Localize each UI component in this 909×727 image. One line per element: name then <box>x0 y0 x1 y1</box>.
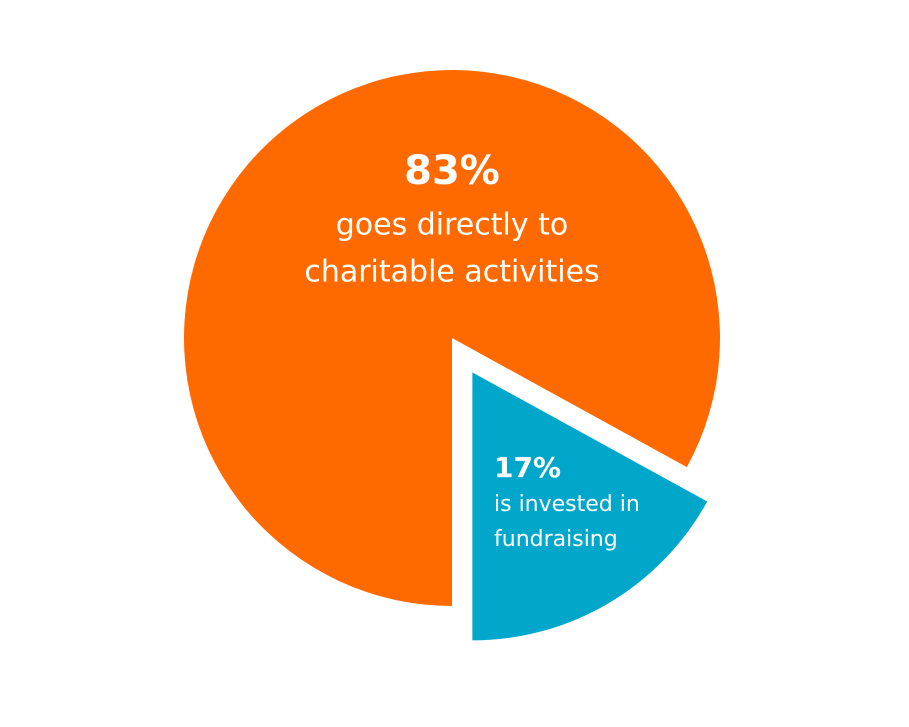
pie-slice <box>183 69 721 606</box>
pie <box>183 69 721 641</box>
slice-value-label: 83% <box>404 148 500 194</box>
slice-description: is invested in <box>494 492 640 517</box>
slice-description: goes directly to <box>336 208 569 243</box>
slice-description: charitable activities <box>304 255 599 290</box>
slice-description: fundraising <box>494 527 618 552</box>
pie-slice <box>472 372 708 641</box>
slice-value-label: 17% <box>494 451 561 484</box>
